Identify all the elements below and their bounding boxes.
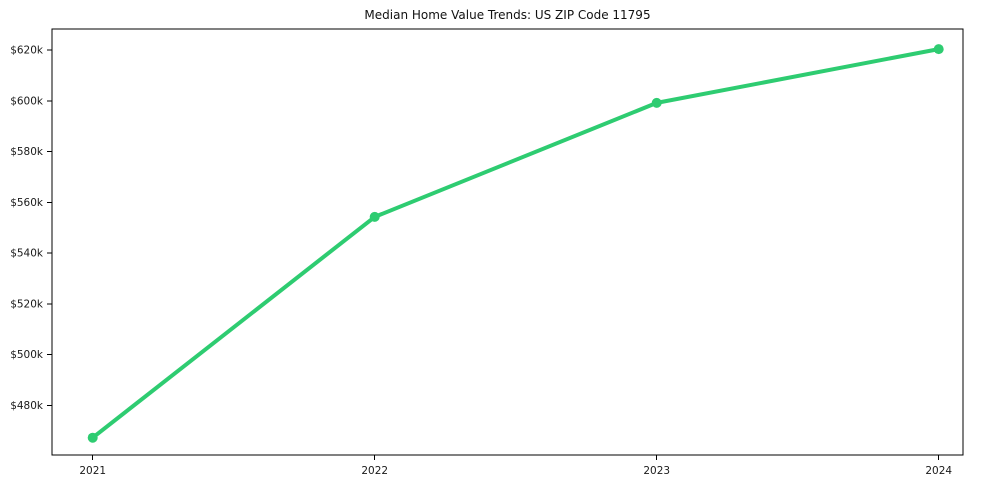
y-tick-label: $580k [10,146,44,158]
y-tick-label: $520k [10,298,44,310]
x-tick-label: 2023 [643,465,670,477]
data-point-marker [651,97,662,108]
y-tick-label: $540k [10,248,44,260]
x-tick-label: 2022 [361,465,388,477]
y-tick-label: $560k [10,197,44,209]
y-tick-label: $500k [10,349,44,361]
x-tick-label: 2024 [925,465,952,477]
plot-frame [51,28,964,456]
data-point-marker [369,211,380,222]
y-tick-label: $600k [10,95,44,107]
x-tick-label: 2021 [79,465,106,477]
trend-line [90,47,941,440]
y-tick-label: $620k [10,45,44,57]
data-point-marker [933,44,944,55]
chart-title: Median Home Value Trends: US ZIP Code 11… [364,8,651,22]
y-tick-label: $480k [10,400,44,412]
data-point-marker [87,432,98,443]
